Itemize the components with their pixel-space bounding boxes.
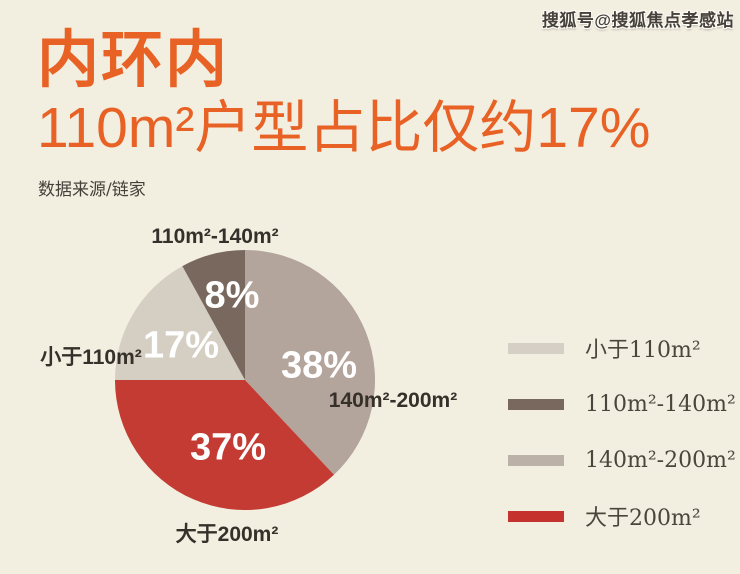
legend-swatch-lt-110 xyxy=(508,342,564,354)
pie-callout-110-140: 110m²-140m² xyxy=(151,225,279,248)
legend-label-110-140: 110m²-140m² xyxy=(585,391,736,417)
legend-swatch-110-140 xyxy=(508,398,564,410)
pie-callout-lt-110: 小于110m² xyxy=(40,346,142,369)
pie-callout-140-200: 140m²-200m² xyxy=(328,389,458,412)
legend-swatch-gt-200 xyxy=(508,510,564,522)
pie-slice-110-140 xyxy=(182,250,245,380)
pie-value-gt-200: 37% xyxy=(189,426,267,469)
legend-item-110-140: 110m²-140m² xyxy=(508,376,736,432)
page-title: 内环内 xyxy=(37,26,230,95)
pie-chart xyxy=(115,250,375,510)
legend-item-140-200: 140m²-200m² xyxy=(508,432,736,488)
watermark-text: 搜狐号@搜狐焦点孝感站 xyxy=(541,11,734,30)
pie-callout-gt-200: 大于200m² xyxy=(175,523,279,546)
legend-item-lt-110: 小于110m² xyxy=(508,320,728,376)
legend-swatch-140-200 xyxy=(508,454,564,466)
pie-slice-140-200 xyxy=(245,250,375,475)
legend-label-140-200: 140m²-200m² xyxy=(585,447,736,473)
legend-item-gt-200: 大于200m² xyxy=(508,488,728,544)
page-subtitle: 110m²户型占比仅约17% xyxy=(37,96,651,160)
pie-slice-lt-110 xyxy=(115,266,245,380)
pie-value-110-140: 8% xyxy=(204,274,260,317)
pie-value-140-200: 38% xyxy=(280,344,358,387)
pie-value-lt-110: 17% xyxy=(142,324,220,367)
legend: 小于110m² 110m²-140m² 140m²-200m² 大于200m² xyxy=(508,320,736,544)
pie-slice-gt-200 xyxy=(115,380,334,510)
legend-label-lt-110: 小于110m² xyxy=(585,338,701,363)
legend-label-gt-200: 大于200m² xyxy=(585,506,701,531)
data-source-note: 数据来源/链家 xyxy=(38,180,146,200)
